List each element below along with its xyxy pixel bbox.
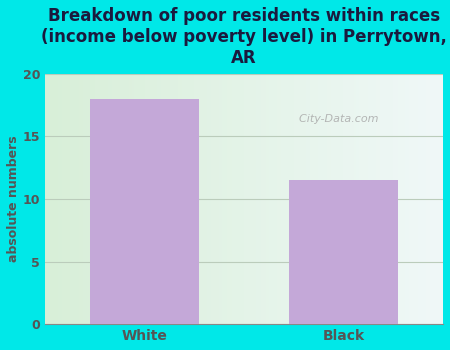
Text: City-Data.com: City-Data.com (292, 114, 379, 124)
Title: Breakdown of poor residents within races
(income below poverty level) in Perryto: Breakdown of poor residents within races… (41, 7, 447, 66)
Y-axis label: absolute numbers: absolute numbers (7, 135, 20, 262)
Bar (289, 180, 398, 324)
Bar (90, 99, 199, 324)
